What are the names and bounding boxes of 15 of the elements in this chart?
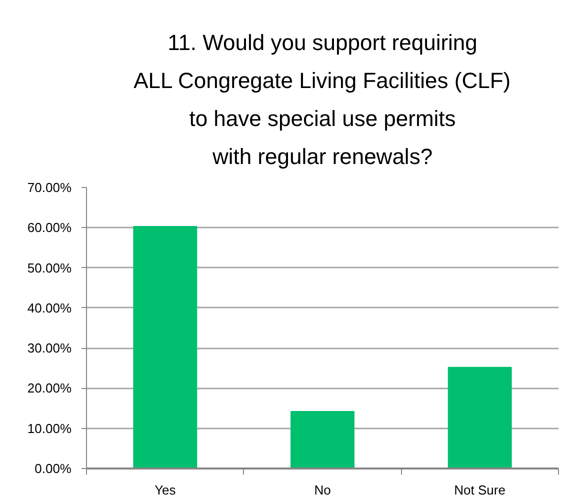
y-tick-label: 10.00% bbox=[27, 420, 72, 436]
y-tick-label: 30.00% bbox=[27, 340, 72, 356]
x-tick-label: Not Sure bbox=[454, 482, 506, 498]
y-tick-label: 40.00% bbox=[27, 300, 72, 316]
y-tick-label: 60.00% bbox=[27, 220, 72, 236]
y-tick-label: 70.00% bbox=[27, 180, 72, 195]
bar bbox=[290, 410, 354, 468]
x-tick-label: Yes bbox=[154, 482, 176, 498]
y-tick-label: 50.00% bbox=[27, 260, 72, 276]
y-tick-label: 20.00% bbox=[27, 380, 72, 396]
chart-title: 11. Would you support requiring ALL Congregate Living Facilities (CLF) to have special use permits with regular renewals? bbox=[134, 30, 511, 169]
bar bbox=[448, 366, 512, 468]
bar bbox=[133, 226, 198, 468]
y-tick-label: 0.00% bbox=[34, 461, 72, 476]
x-tick-label: No bbox=[314, 482, 331, 498]
